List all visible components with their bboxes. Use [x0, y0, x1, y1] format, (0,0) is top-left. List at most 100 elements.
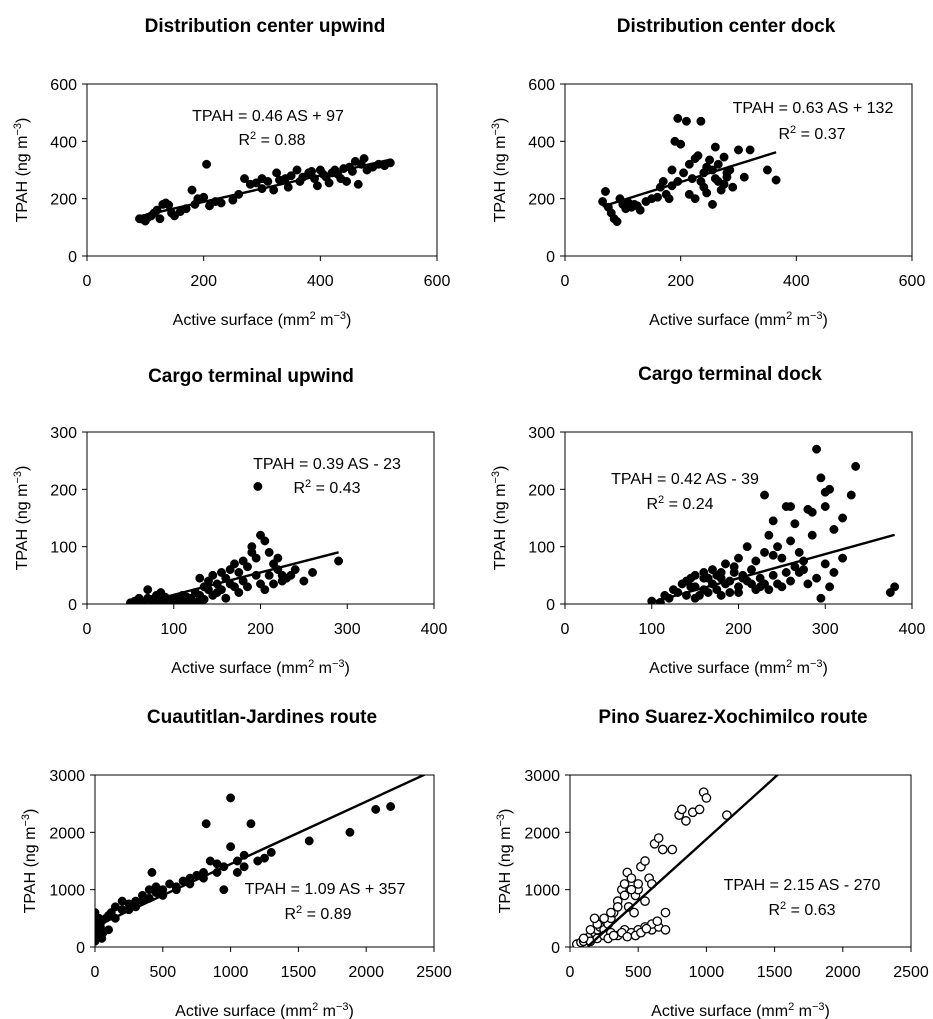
data-point: [612, 902, 623, 912]
data-point: [681, 816, 691, 826]
data-point: [292, 165, 302, 175]
y-tick-label: 1000: [524, 883, 560, 900]
data-point: [230, 559, 239, 569]
data-point: [336, 174, 346, 184]
data-point: [272, 168, 282, 178]
y-tick-label: 2000: [524, 825, 560, 842]
y-tick-label: 3000: [524, 768, 560, 785]
data-point: [816, 473, 826, 483]
data-point: [599, 913, 609, 924]
r-squared-label: R2 = 0.24: [646, 494, 713, 513]
data-point: [622, 931, 633, 942]
data-point: [578, 933, 589, 944]
regression-line: [95, 775, 426, 928]
x-tick-label: 200: [667, 273, 694, 290]
x-tick-label: 1500: [281, 964, 317, 981]
x-tick-label: 2000: [825, 964, 861, 981]
x-tick-label: 600: [424, 273, 451, 290]
data-point: [660, 924, 671, 935]
x-tick-label: 300: [334, 621, 361, 638]
x-tick-label: 400: [899, 621, 926, 638]
data-point: [653, 833, 664, 843]
data-point: [816, 593, 826, 603]
data-point: [657, 844, 668, 855]
y-axis-label: TPAH (ng m−3): [490, 466, 509, 571]
x-axis-label: Active surface (mm2 m−3): [649, 310, 828, 329]
data-point: [742, 542, 752, 552]
data-point: [684, 189, 694, 199]
y-axis-label: TPAH (ng m−3): [20, 809, 39, 914]
data-point: [745, 145, 755, 155]
data-point: [260, 536, 270, 546]
y-axis-label: TPAH (ng m−3): [12, 466, 31, 571]
regression-equation: TPAH = 0.39 AS - 23: [253, 456, 401, 473]
data-point: [728, 182, 738, 192]
data-point: [803, 579, 813, 589]
y-tick-label: 3000: [49, 768, 85, 785]
data-point: [660, 907, 671, 918]
data-point: [786, 576, 795, 586]
x-tick-label: 200: [247, 621, 274, 638]
data-point: [667, 844, 678, 855]
x-tick-label: 300: [812, 621, 839, 638]
data-point: [690, 593, 700, 603]
data-point: [699, 182, 709, 192]
plot-area: [86, 83, 438, 257]
data-point: [263, 177, 273, 186]
data-point: [667, 165, 677, 175]
data-point: [729, 568, 739, 577]
y-axis-label: TPAH (ng m−3): [490, 118, 509, 223]
data-point: [226, 793, 236, 803]
data-point: [156, 588, 166, 597]
regression-line: [602, 151, 777, 208]
data-point: [243, 582, 252, 592]
data-layer: [647, 444, 900, 604]
y-tick-label: 600: [528, 77, 555, 94]
data-point: [151, 882, 161, 892]
data-layer: [598, 113, 781, 227]
data-point: [820, 487, 830, 497]
y-tick-label: 0: [546, 249, 555, 266]
data-point: [626, 873, 637, 884]
data-point: [273, 553, 283, 563]
data-point: [247, 547, 257, 557]
x-tick-label: 400: [421, 621, 448, 638]
data-point: [777, 553, 787, 563]
regression-equation: TPAH = 0.46 AS + 97: [192, 108, 344, 125]
data-point: [760, 547, 769, 557]
data-point: [266, 847, 276, 857]
data-point: [386, 802, 396, 811]
data-point: [716, 590, 726, 600]
data-point: [734, 588, 743, 597]
data-point: [308, 568, 317, 577]
x-tick-label: 2000: [348, 964, 384, 981]
data-point: [234, 568, 244, 577]
data-point: [812, 573, 822, 583]
data-point: [673, 113, 683, 123]
y-tick-label: 200: [50, 192, 77, 209]
data-point: [264, 570, 274, 580]
data-point: [345, 827, 355, 837]
data-point: [686, 573, 696, 583]
data-point: [208, 570, 218, 580]
data-point: [286, 570, 296, 580]
data-point: [619, 890, 630, 901]
data-point: [312, 181, 322, 191]
data-point: [182, 592, 192, 602]
data-point: [195, 573, 205, 583]
data-point: [794, 547, 804, 557]
data-point: [760, 490, 769, 500]
data-point: [771, 175, 781, 185]
x-tick-label: 2500: [893, 964, 929, 981]
data-point: [708, 199, 717, 209]
regression-equation: TPAH = 0.63 AS + 132: [733, 100, 894, 117]
data-point: [652, 916, 663, 927]
data-point: [640, 856, 650, 866]
y-tick-label: 0: [546, 597, 555, 614]
regression-equation: TPAH = 1.09 AS + 357: [245, 881, 406, 898]
data-point: [705, 155, 715, 165]
regression-line: [138, 551, 339, 604]
data-point: [682, 116, 691, 126]
data-point: [117, 896, 127, 906]
data-point: [713, 159, 723, 169]
